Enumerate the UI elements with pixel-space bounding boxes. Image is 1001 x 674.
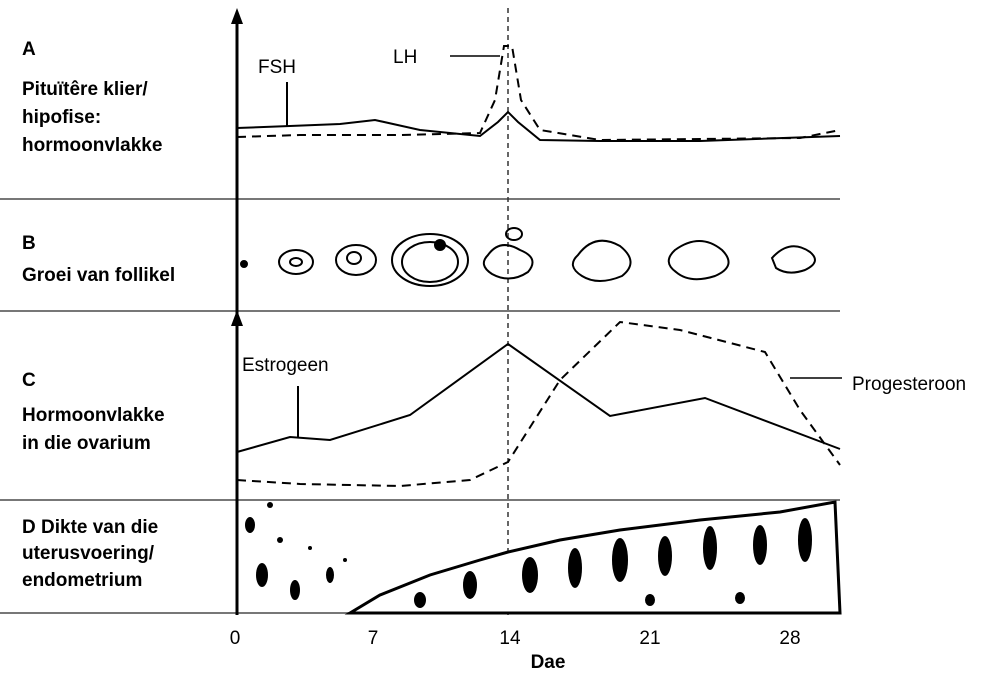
x-tick-label: 21: [639, 628, 660, 649]
endometrium: [245, 500, 842, 615]
panel-label: D Dikte van die: [22, 517, 158, 538]
labels: A Pituïtêre klier/ hipofise: hormoonvlak…: [22, 39, 966, 673]
curve-label: Estrogeen: [242, 355, 329, 376]
x-tick-label: 28: [779, 628, 800, 649]
x-axis-label: Dae: [531, 652, 566, 673]
x-tick-label: 0: [230, 628, 241, 649]
ovary-curves: [236, 320, 842, 488]
curve-label: LH: [393, 47, 417, 68]
panel-label: uterusvoering/: [22, 543, 155, 564]
x-tick-label: 14: [499, 628, 521, 649]
follicles: [240, 227, 816, 287]
pituitary-curves: [236, 45, 841, 142]
x-tick-label: 7: [368, 628, 379, 649]
panel-letter: A: [22, 39, 36, 60]
panel-label: endometrium: [22, 570, 142, 591]
curve-label: Progesteroon: [852, 374, 966, 395]
panel-label: in die ovarium: [22, 433, 151, 454]
panel-label: hipofise:: [22, 107, 101, 128]
panel-letter: B: [22, 233, 36, 254]
panel-label: Pituïtêre klier/: [22, 79, 148, 100]
panel-label: hormoonvlakke: [22, 135, 162, 156]
panel-letter: C: [22, 370, 36, 391]
panel-label: Groei van follikel: [22, 265, 175, 286]
axes: [231, 8, 509, 615]
panel-label: Hormoonvlakke: [22, 405, 165, 426]
curve-label: FSH: [258, 57, 296, 78]
